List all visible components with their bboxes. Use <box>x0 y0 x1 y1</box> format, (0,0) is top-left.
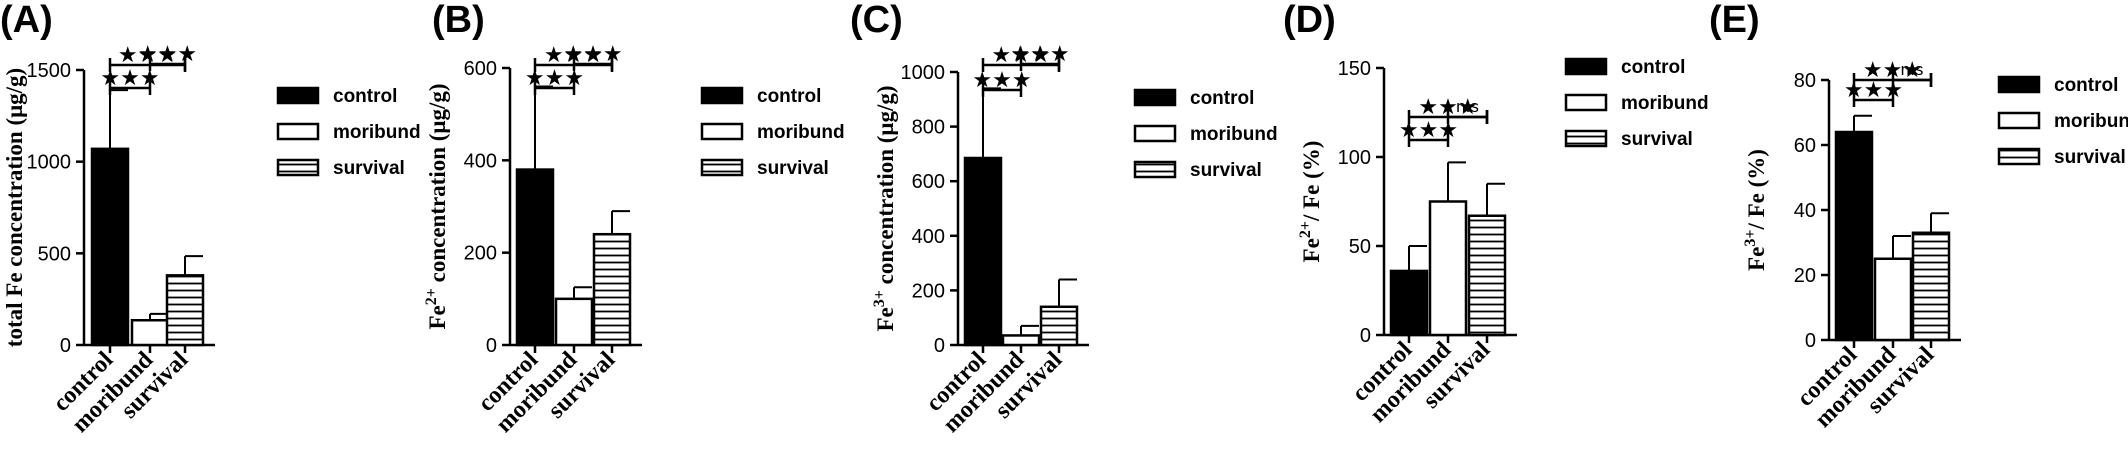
significance-label: ★★★ <box>1863 58 1922 83</box>
legend-swatch-moribund <box>1564 93 1608 112</box>
bar-moribund <box>554 297 594 347</box>
significance-label: ★★★ <box>1418 95 1477 120</box>
bar-survival <box>592 232 632 347</box>
y-tick-label: 150 <box>1338 58 1371 80</box>
bar-moribund <box>1873 257 1913 342</box>
bar-moribund <box>1428 200 1468 337</box>
y-tick-label: 800 <box>912 117 945 139</box>
panel-letter: (D) <box>1283 0 1336 41</box>
legend-label: control <box>1621 57 1685 78</box>
legend-label: control <box>2054 75 2118 96</box>
significance-label: n.s <box>1901 60 1924 79</box>
panel-2: (B) 0 200 400 600 Fe2+ concentration (μg/g) co… <box>423 0 845 438</box>
significance-label: ★★★ <box>972 68 1031 93</box>
y-axis-label: Fe2+ concentration (μg/g) <box>423 83 450 329</box>
legend-label: survival <box>757 158 829 179</box>
legend-label: survival <box>2054 147 2126 168</box>
legend-swatch-moribund <box>700 122 744 141</box>
bar-survival <box>1039 305 1079 347</box>
legend-swatch-survival <box>1133 160 1177 179</box>
legend-label: moribund <box>333 122 421 143</box>
legend-swatch-survival <box>700 158 744 177</box>
bar-moribund <box>1001 334 1041 347</box>
legend-swatch-survival <box>1564 129 1608 148</box>
bar-survival <box>165 274 205 347</box>
bar-survival <box>1911 231 1951 342</box>
y-tick-label: 500 <box>38 243 71 265</box>
legend-label: moribund <box>1190 124 1278 145</box>
legend-swatch-control <box>1133 88 1177 107</box>
y-tick-label: 200 <box>912 280 945 302</box>
legend-label: control <box>1190 88 1254 109</box>
y-tick-label: 0 <box>486 335 497 357</box>
panel-letter: (C) <box>850 0 903 41</box>
y-tick-label: 0 <box>1805 330 1816 352</box>
y-tick-label: 0 <box>60 335 71 357</box>
significance-label: ★★★ <box>118 43 177 68</box>
y-tick-label: 0 <box>934 335 945 357</box>
legend-swatch-control <box>700 86 744 105</box>
y-axis-label: Fe2+/ Fe (%) <box>1297 141 1324 263</box>
y-tick-label: 600 <box>464 58 497 80</box>
legend-swatch-moribund <box>1997 111 2041 130</box>
y-tick-label: 20 <box>1794 265 1816 287</box>
y-tick-label: 1000 <box>901 62 946 84</box>
bar-control <box>90 147 130 347</box>
legend-swatch-survival <box>276 158 320 177</box>
legend-swatch-moribund <box>276 122 320 141</box>
y-tick-label: 200 <box>464 243 497 265</box>
y-axis-label: Fe3+ concentration (μg/g) <box>871 85 898 331</box>
legend-swatch-moribund <box>1133 124 1177 143</box>
bar-moribund <box>130 319 170 347</box>
significance-label: ★★★ <box>138 42 197 67</box>
y-tick-label: 400 <box>464 150 497 172</box>
panel-4: (D) 0 50 100 150 Fe2+/ Fe (%) control moribund s… <box>1283 0 1709 428</box>
y-tick-label: 0 <box>1360 325 1371 347</box>
y-tick-label: 80 <box>1794 70 1816 92</box>
bar-control <box>1389 269 1429 337</box>
y-tick-label: 100 <box>1338 147 1371 169</box>
y-tick-label: 40 <box>1794 200 1816 222</box>
significance-label: n.s <box>1456 97 1479 116</box>
legend-label: control <box>757 86 821 107</box>
y-tick-label: 600 <box>912 171 945 193</box>
y-tick-label: 1500 <box>27 60 72 82</box>
legend-label: survival <box>1621 129 1693 150</box>
panel-letter: (B) <box>432 0 485 41</box>
legend-label: control <box>333 86 397 107</box>
y-axis-label: total Fe concentration (μg/g) <box>2 68 27 347</box>
panel-letter: (A) <box>0 0 53 41</box>
legend-label: moribund <box>1621 93 1709 114</box>
legend-swatch-control <box>276 86 320 105</box>
bar-control <box>1834 130 1874 342</box>
y-tick-label: 60 <box>1794 135 1816 157</box>
legend-swatch-survival <box>1997 147 2041 166</box>
bar-control <box>515 168 555 347</box>
y-tick-label: 50 <box>1349 236 1371 258</box>
significance-label: ★★★ <box>544 43 603 68</box>
y-axis-label: Fe3+/ Fe (%) <box>1742 149 1769 271</box>
legend-swatch-control <box>1997 75 2041 94</box>
y-tick-label: 400 <box>912 226 945 248</box>
legend-label: survival <box>333 158 405 179</box>
bar-control <box>963 156 1003 347</box>
legend-label: moribund <box>757 122 845 143</box>
legend-swatch-control <box>1564 57 1608 76</box>
y-tick-label: 1000 <box>27 152 72 174</box>
significance-label: ★★★ <box>991 43 1050 68</box>
legend-label: moribund <box>2054 111 2128 132</box>
panel-letter: (E) <box>1709 0 1760 41</box>
panel-5: (E) 0 20 40 60 80 Fe3+/ Fe (%) control moribund s… <box>1709 0 2128 433</box>
bar-survival <box>1467 214 1507 337</box>
legend-label: survival <box>1190 160 1262 181</box>
